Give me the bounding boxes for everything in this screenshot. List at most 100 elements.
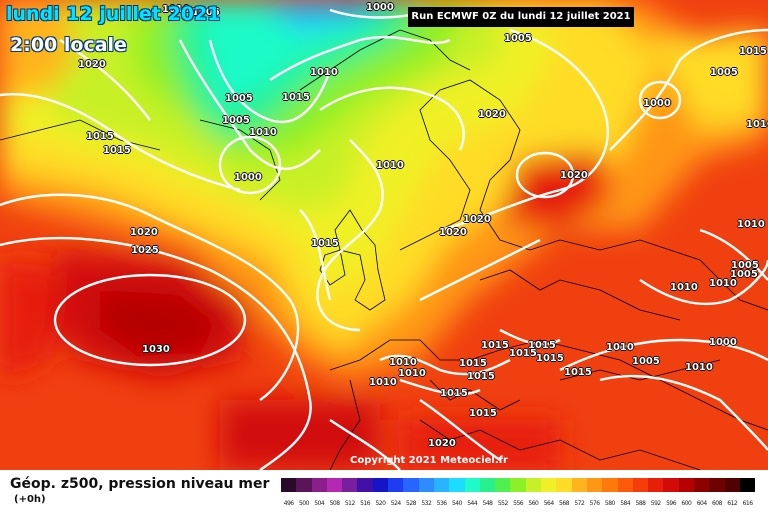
legend-swatch [571,478,587,492]
isobar-label: 1005 [710,67,738,78]
legend-swatch [281,478,297,492]
isobar-label: 1010 [369,377,397,388]
isobar-label: 1010 [670,282,698,293]
legend-tick-label: 540 [451,500,462,507]
legend-swatch [617,478,633,492]
legend-tick-label: 536 [436,500,447,507]
legend-tick-label: 564 [543,500,554,507]
legend-tick-label: 496 [283,500,294,507]
legend-swatch [372,478,389,492]
legend-tick-label: 580 [604,500,615,507]
forecast-time: 2:00 locale [10,34,127,56]
isobar-label: 1010 [249,127,277,138]
legend-tick-label: 616 [742,500,753,507]
legend-swatch [326,478,343,492]
legend-swatch [694,478,710,492]
isobar-label: 1005 [192,7,220,18]
isobar-label: 1015 [86,131,114,142]
legend-swatch [556,478,572,492]
isobar-label: 1015 [739,46,767,57]
isobar-label: 1020 [560,170,588,181]
isobar-label: 1005 [632,356,660,367]
legend-tick-label: 532 [421,500,432,507]
legend-swatch [479,478,496,492]
legend-swatch [418,478,434,492]
isobar-label: 1020 [463,214,491,225]
run-info-banner: Run ECMWF 0Z du lundi 12 juillet 2021 [408,7,634,27]
isobar-label: 1020 [130,227,158,238]
legend-tick-label: 596 [666,500,677,507]
legend-tick-label: 556 [513,500,524,507]
isobar-label: 1015 [564,367,592,378]
copyright-text: Copyright 2021 Meteociel.fr [350,455,508,466]
isobar-label: 1015 [459,358,487,369]
isobar-label: 1015 [440,388,468,399]
isobar-label: 1010 [376,160,404,171]
legend-tick-label: 500 [298,500,309,507]
legend-tick-label: 612 [727,500,738,507]
legend-swatch [648,478,664,492]
legend-tick-label: 592 [650,500,661,507]
legend-swatch [678,478,695,492]
isobar-label: 1015 [528,340,556,351]
legend-swatch [709,478,725,492]
legend-swatch [632,478,649,492]
isobar-label: 1020 [428,438,456,449]
legend-swatch [495,478,511,492]
isobar-label: 1010 [709,278,737,289]
legend-swatch [739,478,756,492]
legend-tick-label: 544 [467,500,478,507]
isobar-label: 1030 [142,344,170,355]
color-scale-labels: 496 500 504 508 512 516 520 524 528 532 536 540 544 5… [281,500,755,507]
isobar-label: 1010 [737,219,765,230]
isobar-label: 1010 [162,4,190,15]
isobar-label: 1005 [222,115,250,126]
isobar-label: 1010 [746,119,768,130]
isobar-label: 1015 [481,340,509,351]
isobar-label: 1010 [310,67,338,78]
legend-tick-label: 588 [635,500,646,507]
legend-swatch [357,478,373,492]
legend-tick-label: 560 [528,500,539,507]
isobar-label: 1010 [398,368,426,379]
legend-swatch [510,478,526,492]
isobar-label: 1015 [509,348,537,359]
legend-swatch [525,478,542,492]
geopotential-field [0,0,768,470]
legend-swatch [342,478,358,492]
isobar-label: 1010 [685,362,713,373]
legend-tick-label: 528 [406,500,416,507]
legend-tick-label: 600 [681,500,692,507]
legend-tick-label: 512 [344,500,355,507]
isobar-label: 1020 [439,227,467,238]
legend-tick-label: 572 [574,500,585,507]
isobar-label: 1005 [225,93,253,104]
legend-swatch [403,478,419,492]
legend-swatch [388,478,404,492]
legend-swatch [724,478,740,492]
isobar-label: 1020 [478,109,506,120]
isobar-label: 1000 [643,98,671,109]
isobar-label: 1005 [730,269,758,280]
forecast-date: lundi 12 juillet 2021 [6,3,221,25]
legend-tick-label: 576 [589,500,600,507]
isobar-label: 1015 [311,238,339,249]
isobar-label: 1005 [731,260,759,271]
isobar-label: 1015 [469,408,497,419]
legend-tick-label: 516 [360,500,371,507]
color-scale-legend [281,478,756,492]
isobar-label: 1000 [366,2,394,13]
isobar-label: 1010 [389,357,417,368]
legend-tick-label: 524 [390,500,401,507]
color-shading [0,0,768,470]
legend-swatch [449,478,465,492]
isobar-lines [0,8,768,470]
legend-swatch [296,478,312,492]
legend-tick-label: 584 [620,500,631,507]
forecast-hour: (+0h) [14,494,46,505]
legend-tick-label: 552 [497,500,508,507]
legend-swatch [464,478,480,492]
isobar-label: 1000 [709,337,737,348]
legend-tick-label: 520 [375,500,386,507]
legend-swatch [586,478,603,492]
